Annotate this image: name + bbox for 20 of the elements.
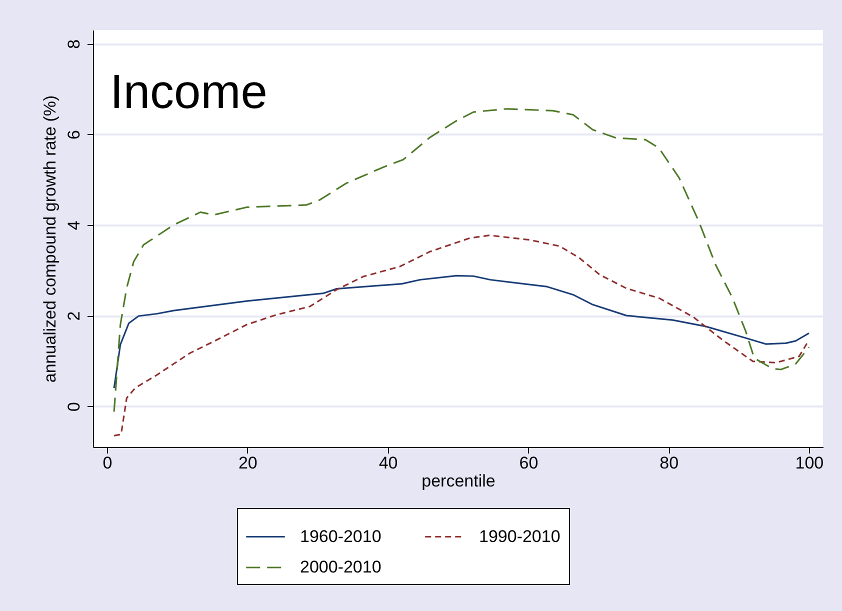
line-series (113, 274, 810, 389)
legend-label: 1960-2010 (300, 526, 382, 546)
y-axis-title: annualized compound growth rate (%) (40, 95, 60, 383)
legend-label: 1990-2010 (479, 526, 560, 546)
y-tick-label: 8 (64, 39, 84, 49)
x-axis-title: percentile (422, 472, 496, 490)
line-series (113, 234, 810, 436)
x-tick-label: 40 (378, 454, 398, 472)
x-tick-label: 20 (238, 454, 258, 472)
x-tick-label: 100 (795, 454, 824, 472)
legend-label: 2000-2010 (300, 558, 382, 576)
line-series (113, 108, 810, 412)
y-tick-label: 0 (64, 402, 84, 412)
x-tick-label: 0 (102, 454, 112, 472)
x-tick-label: 60 (519, 454, 538, 472)
y-tick-label: 6 (64, 130, 84, 140)
y-tick-label: 2 (64, 311, 84, 321)
y-tick-label: 4 (64, 220, 84, 230)
annotation: Income (110, 66, 268, 119)
x-tick-label: 80 (660, 454, 679, 472)
